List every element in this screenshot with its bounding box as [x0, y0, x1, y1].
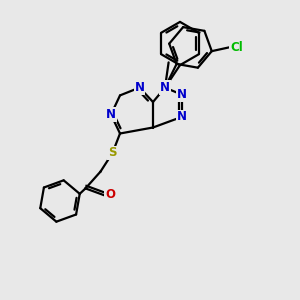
Text: S: S	[108, 146, 117, 160]
Text: Cl: Cl	[230, 41, 243, 54]
Text: N: N	[176, 88, 187, 101]
Text: N: N	[176, 110, 187, 124]
Text: O: O	[105, 188, 115, 202]
Text: N: N	[160, 81, 170, 94]
Text: N: N	[134, 81, 145, 94]
Text: N: N	[106, 108, 116, 121]
